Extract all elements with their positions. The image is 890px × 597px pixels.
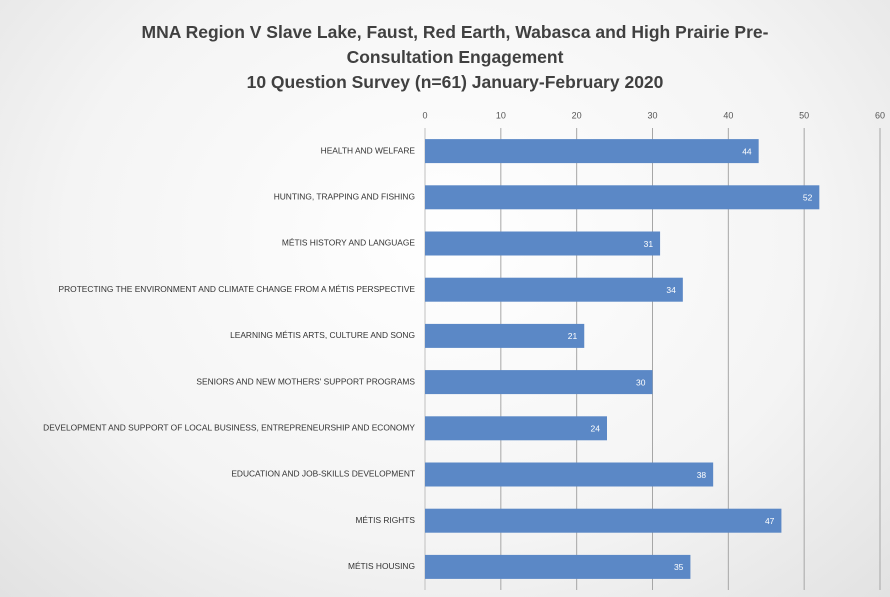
bar — [425, 508, 782, 533]
bar — [425, 416, 607, 441]
chart-title: MNA Region V Slave Lake, Faust, Red Eart… — [141, 22, 769, 67]
value-label: 44 — [742, 146, 752, 156]
value-label: 31 — [644, 239, 654, 249]
x-tick-label: 40 — [723, 110, 733, 120]
bar — [425, 554, 691, 579]
bar — [425, 462, 714, 487]
value-label: 21 — [568, 331, 578, 341]
y-tick-label: PROTECTING THE ENVIRONMENT AND CLIMATE C… — [59, 284, 416, 294]
y-tick-label: HEALTH AND WELFARE — [321, 145, 416, 155]
chart-subtitle: 10 Question Survey (n=61) January-Februa… — [246, 72, 664, 92]
x-tick-label: 60 — [875, 110, 885, 120]
value-label: 47 — [765, 516, 775, 526]
bar — [425, 277, 683, 302]
value-label: 38 — [697, 470, 707, 480]
titles: MNA Region V Slave Lake, Faust, Red Eart… — [95, 20, 815, 95]
y-tick-label: MÉTIS HISTORY AND LANGUAGE — [282, 238, 416, 248]
y-tick-label: DEVELOPMENT AND SUPPORT OF LOCAL BUSINES… — [43, 423, 415, 433]
value-label: 30 — [636, 377, 646, 387]
y-tick-label: SENIORS AND NEW MOTHERS' SUPPORT PROGRAM… — [196, 376, 415, 386]
y-tick-label: MÉTIS RIGHTS — [355, 515, 415, 525]
bar — [425, 370, 653, 395]
bar — [425, 139, 759, 164]
bar — [425, 323, 585, 348]
y-tick-label: HUNTING, TRAPPING AND FISHING — [274, 192, 415, 202]
value-label: 34 — [666, 285, 676, 295]
value-label: 52 — [803, 193, 813, 203]
y-tick-label: MÉTIS HOUSING — [348, 561, 415, 571]
value-label: 35 — [674, 562, 684, 572]
bar — [425, 231, 661, 256]
x-tick-label: 30 — [647, 110, 657, 120]
x-tick-label: 20 — [572, 110, 582, 120]
x-tick-label: 0 — [422, 110, 427, 120]
x-tick-label: 50 — [799, 110, 809, 120]
x-tick-label: 10 — [496, 110, 506, 120]
bar — [425, 185, 820, 210]
y-tick-label: EDUCATION AND JOB-SKILLS DEVELOPMENT — [231, 469, 415, 479]
value-label: 24 — [591, 424, 601, 434]
y-tick-label: LEARNING MÉTIS ARTS, CULTURE AND SONG — [230, 330, 415, 340]
